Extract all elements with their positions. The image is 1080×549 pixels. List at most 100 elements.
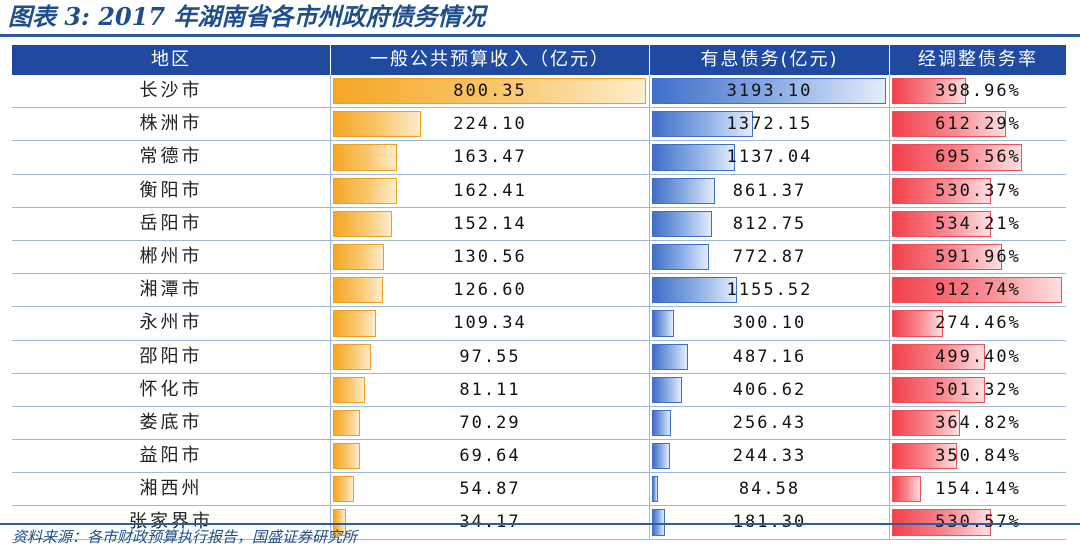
revenue-value: 69.64 — [459, 446, 521, 467]
title-divider — [0, 34, 1080, 37]
table-row: 常德市 163.47 1137.04 695.56% — [12, 141, 1066, 175]
revenue-bar — [333, 243, 384, 271]
revenue-bar — [333, 443, 360, 470]
table-row: 湘西州 54.87 84.58 154.14% — [12, 473, 1066, 507]
ratio-value: 274.46% — [935, 313, 1021, 334]
debt-bar — [652, 277, 737, 304]
ratio-bar — [892, 243, 1002, 271]
ratio-value: 530.37% — [935, 180, 1021, 201]
revenue-bar — [333, 476, 354, 503]
ratio-value: 499.40% — [935, 346, 1021, 367]
ratio-value: 530.57% — [890, 506, 1066, 538]
ratio-value: 154.14% — [935, 479, 1021, 500]
ratio-cell: 912.74% — [890, 274, 1066, 306]
revenue-bar — [333, 376, 365, 403]
region-cell: 湘西州 — [12, 473, 331, 506]
debt-value: 406.62 — [732, 379, 807, 400]
revenue-value: 109.34 — [453, 313, 527, 334]
debt-cell: 300.10 — [650, 307, 890, 340]
debt-cell: 406.62 — [650, 373, 890, 406]
debt-value: 3193.10 — [726, 81, 813, 101]
header-region: 地区 — [12, 45, 331, 75]
debt-cell: 3193.10 — [650, 75, 890, 108]
region-cell: 娄底市 — [12, 406, 331, 440]
region-cell: 邵阳市 — [12, 340, 331, 373]
debt-value: 84.58 — [738, 479, 801, 500]
debt-cell: 1155.52 — [650, 274, 890, 307]
table-row: 长沙市 800.35 3193.10 398.96% — [12, 75, 1066, 109]
debt-cell: 1372.15 — [650, 108, 890, 141]
ratio-cell: 501.32% — [890, 374, 1066, 406]
revenue-value: 163.47 — [453, 147, 527, 168]
region-cell: 永州市 — [12, 307, 331, 340]
debt-cell: 244.33 — [650, 440, 890, 473]
ratio-value: 398.96% — [935, 81, 1021, 101]
debt-bar — [652, 476, 658, 503]
region-cell: 郴州市 — [12, 240, 331, 274]
ratio-bar — [892, 476, 921, 503]
debt-cell: 812.75 — [650, 207, 890, 240]
ratio-bar — [892, 509, 991, 536]
revenue-bar — [333, 144, 397, 171]
ratio-value: 364.82% — [935, 412, 1021, 433]
revenue-bar — [333, 310, 376, 337]
revenue-value: 126.60 — [453, 280, 527, 301]
region-cell: 怀化市 — [12, 373, 331, 406]
ratio-bar — [892, 376, 985, 403]
table-row: 张家界市34.17181.30530.57% — [12, 506, 1066, 540]
revenue-bar — [333, 177, 397, 204]
revenue-cell: 69.64 — [331, 440, 650, 473]
revenue-bar — [333, 509, 346, 536]
ratio-cell: 530.57% — [890, 506, 1066, 538]
debt-value: 1155.52 — [726, 280, 813, 301]
chart-title: 图表 3: 2017 年湖南省各市州政府债务情况 — [8, 2, 486, 31]
revenue-cell: 130.56 — [331, 240, 650, 274]
header-debt: 有息债务(亿元) — [650, 45, 890, 75]
debt-bar — [652, 177, 715, 204]
ratio-value: 534.21% — [935, 213, 1021, 234]
ratio-cell: 695.56% — [890, 141, 1066, 173]
region-cell: 张家界市 — [12, 506, 331, 539]
ratio-bar — [892, 277, 1062, 304]
ratio-bar — [892, 409, 960, 437]
revenue-value: 54.87 — [459, 479, 521, 500]
debt-cell: 861.37 — [650, 174, 890, 207]
debt-value: 1137.04 — [726, 147, 813, 168]
table-row: 永州市 109.34 300.10 274.46% — [12, 307, 1066, 341]
debt-cell: 256.43 — [650, 406, 890, 440]
revenue-value: 162.41 — [453, 180, 527, 201]
debt-bar — [652, 78, 886, 105]
ratio-cell: 591.96% — [890, 241, 1066, 273]
revenue-cell: 163.47 — [331, 141, 650, 174]
revenue-value: 34.17 — [331, 506, 649, 538]
ratio-value: 612.29% — [935, 114, 1021, 135]
revenue-value: 224.10 — [453, 114, 527, 135]
table-row: 株洲市 224.10 1372.15 612.29% — [12, 108, 1066, 142]
ratio-cell: 274.46% — [890, 307, 1066, 339]
revenue-cell: 162.41 — [331, 174, 650, 207]
revenue-bar — [333, 343, 371, 370]
table-row: 岳阳市 152.14 812.75 534.21% — [12, 207, 1066, 241]
debt-bar — [652, 376, 682, 403]
revenue-value: 81.11 — [459, 379, 521, 400]
region-cell: 常德市 — [12, 141, 331, 174]
revenue-cell: 34.17 — [331, 506, 650, 539]
revenue-cell: 54.87 — [331, 473, 650, 506]
ratio-bar — [892, 310, 943, 337]
revenue-value: 130.56 — [453, 246, 527, 267]
revenue-bar — [333, 78, 646, 105]
revenue-bar — [333, 409, 360, 437]
ratio-bar — [892, 210, 991, 237]
debt-value: 300.10 — [732, 313, 807, 334]
revenue-cell: 109.34 — [331, 307, 650, 340]
revenue-bar — [333, 111, 421, 138]
revenue-cell: 800.35 — [331, 75, 650, 108]
debt-bar — [652, 210, 712, 237]
debt-value: 1372.15 — [726, 114, 813, 135]
debt-value: 812.75 — [732, 213, 807, 234]
table-row: 湘潭市 126.60 1155.52 912.74% — [12, 274, 1066, 308]
ratio-value: 591.96% — [935, 246, 1021, 267]
ratio-cell: 350.84% — [890, 440, 1066, 472]
revenue-cell: 126.60 — [331, 274, 650, 307]
debt-cell: 487.16 — [650, 340, 890, 373]
